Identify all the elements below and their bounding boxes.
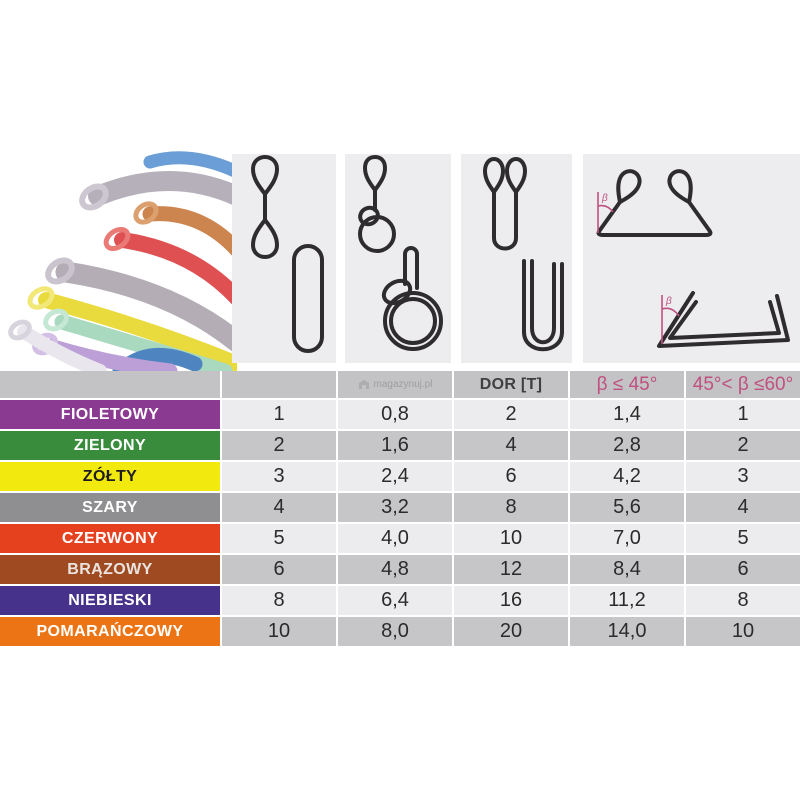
cell-value: 8 — [454, 493, 568, 522]
header-beta-le-45: β ≤ 45° — [570, 371, 684, 398]
cell-value: 2 — [222, 431, 336, 460]
endless-sling-basket — [522, 259, 564, 352]
cell-value: 4 — [686, 493, 800, 522]
cell-value: 1,6 — [338, 431, 452, 460]
two-eye-sling-basket — [483, 157, 527, 251]
beta-label-bottom: β — [665, 296, 672, 307]
basket-hitch-diagram — [483, 157, 564, 352]
diagram-panel-angled-basket: β β — [583, 154, 800, 363]
two-eye-sling-straight — [251, 155, 279, 259]
table-row: SZARY 4 3,2 8 5,6 4 — [0, 493, 800, 522]
cell-value: 0,8 — [338, 400, 452, 429]
header-color-column — [0, 371, 220, 398]
two-eye-sling-angled-basket — [596, 169, 713, 237]
table-row: ZIELONY 2 1,6 4 2,8 2 — [0, 431, 800, 460]
row-color-label: FIOLETOWY — [0, 400, 220, 429]
cell-value: 4,8 — [338, 555, 452, 584]
cell-value: 3,2 — [338, 493, 452, 522]
table-row: ZÓŁTY 3 2,4 6 4,2 3 — [0, 462, 800, 491]
cell-value: 14,0 — [570, 617, 684, 646]
vertical-hitch-diagram — [251, 155, 324, 353]
endless-sling-choked — [381, 246, 443, 351]
cell-value: 1 — [222, 400, 336, 429]
sling-photo — [8, 151, 237, 371]
table-header-row: magazynuj.pl DOR [T] β ≤ 45° 45°< β ≤60° — [0, 371, 800, 398]
row-color-label: ZIELONY — [0, 431, 220, 460]
cell-value: 3 — [222, 462, 336, 491]
warehouse-box-icon — [358, 380, 369, 389]
cell-value: 4 — [454, 431, 568, 460]
header-dor-label: DOR [T] — [454, 371, 568, 398]
cell-value: 4 — [222, 493, 336, 522]
row-color-label: CZERWONY — [0, 524, 220, 553]
cell-value: 20 — [454, 617, 568, 646]
table-body: FIOLETOWY 1 0,8 2 1,4 1 ZIELONY 2 1,6 4 … — [0, 400, 800, 646]
cell-value: 1 — [686, 400, 800, 429]
beta-label-top: β — [601, 193, 608, 204]
cell-value: 4,0 — [338, 524, 452, 553]
angled-basket-diagram: β β — [596, 169, 790, 348]
two-eye-sling-choked — [358, 155, 396, 253]
table-row: NIEBIESKI 8 6,4 16 11,2 8 — [0, 586, 800, 615]
cell-value: 10 — [222, 617, 336, 646]
table-row: BRĄZOWY 6 4,8 12 8,4 6 — [0, 555, 800, 584]
cell-value: 3 — [686, 462, 800, 491]
cell-value: 10 — [686, 617, 800, 646]
diagram-panel-choke-hitch — [345, 154, 451, 363]
row-color-label: ZÓŁTY — [0, 462, 220, 491]
beta-angle-mark-bottom: β — [661, 295, 680, 344]
choke-hitch-diagram — [358, 155, 443, 351]
cell-value: 2,4 — [338, 462, 452, 491]
cell-value: 8,0 — [338, 617, 452, 646]
cell-value: 16 — [454, 586, 568, 615]
beta-angle-mark-top: β — [597, 192, 614, 233]
endless-sling-straight — [292, 244, 324, 353]
diagram-panel-basket-hitch — [461, 154, 572, 363]
table-row: POMARAŃCZOWY 10 8,0 20 14,0 10 — [0, 617, 800, 646]
cell-value: 6 — [454, 462, 568, 491]
sling-bands — [8, 151, 237, 371]
cell-value: 8,4 — [570, 555, 684, 584]
cell-value: 6,4 — [338, 586, 452, 615]
cell-value: 2 — [454, 400, 568, 429]
cell-value: 8 — [686, 586, 800, 615]
header-beta-45-60: 45°< β ≤60° — [686, 371, 800, 398]
cell-value: 5,6 — [570, 493, 684, 522]
cell-value: 5 — [222, 524, 336, 553]
header-watermark-cell: magazynuj.pl — [338, 371, 452, 398]
cell-value: 1,4 — [570, 400, 684, 429]
row-color-label: NIEBIESKI — [0, 586, 220, 615]
cell-value: 11,2 — [570, 586, 684, 615]
cell-value: 6 — [686, 555, 800, 584]
capacity-table: magazynuj.pl DOR [T] β ≤ 45° 45°< β ≤60°… — [0, 371, 800, 648]
cell-value: 6 — [222, 555, 336, 584]
row-color-label: BRĄZOWY — [0, 555, 220, 584]
header-vertical-column — [222, 371, 336, 398]
row-color-label: SZARY — [0, 493, 220, 522]
cell-value: 12 — [454, 555, 568, 584]
cell-value: 10 — [454, 524, 568, 553]
cell-value: 2 — [686, 431, 800, 460]
cell-value: 8 — [222, 586, 336, 615]
cell-value: 5 — [686, 524, 800, 553]
cell-value: 4,2 — [570, 462, 684, 491]
cell-value: 2,8 — [570, 431, 684, 460]
watermark-text: magazynuj.pl — [373, 379, 433, 390]
table-row: FIOLETOWY 1 0,8 2 1,4 1 — [0, 400, 800, 429]
table-row: CZERWONY 5 4,0 10 7,0 5 — [0, 524, 800, 553]
diagram-panel-vertical-hitch — [232, 154, 336, 363]
endless-sling-angled-basket — [657, 291, 790, 348]
row-color-label: POMARAŃCZOWY — [0, 617, 220, 646]
cell-value: 7,0 — [570, 524, 684, 553]
